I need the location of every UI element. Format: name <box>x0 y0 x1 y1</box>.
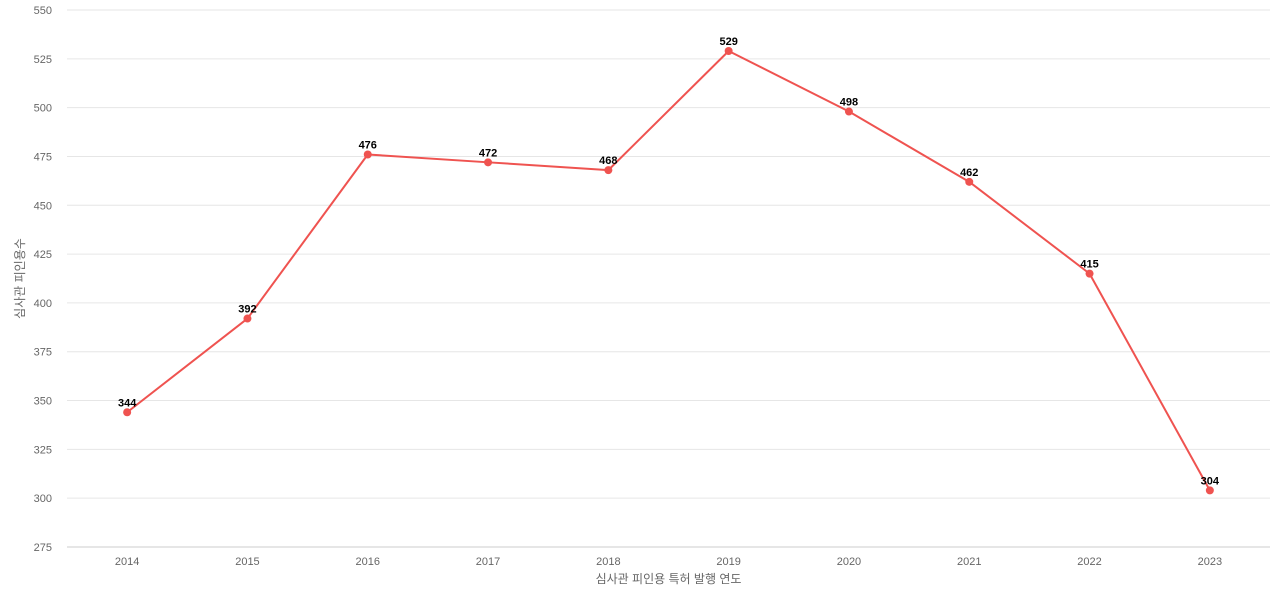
data-label: 476 <box>359 140 377 152</box>
y-tick-label: 400 <box>34 298 52 310</box>
data-label: 529 <box>719 36 737 48</box>
x-tick-label: 2019 <box>716 556 740 568</box>
data-point <box>965 177 974 186</box>
y-tick-label: 475 <box>34 151 52 163</box>
y-tick-label: 275 <box>34 542 52 554</box>
data-point <box>363 150 372 159</box>
series-layer <box>123 47 1214 495</box>
data-point <box>1085 269 1094 278</box>
data-label: 498 <box>840 97 858 109</box>
y-axis-title: 심사관 피인용수 <box>13 238 27 319</box>
y-tick-label: 500 <box>34 103 52 115</box>
x-axis-title: 심사관 피인용 특허 발행 연도 <box>596 571 742 586</box>
x-tick-label: 2016 <box>356 556 380 568</box>
x-tick-label: 2023 <box>1198 556 1222 568</box>
y-tick-label: 350 <box>34 396 52 408</box>
x-tick-label: 2018 <box>596 556 620 568</box>
data-label: 304 <box>1201 475 1220 487</box>
data-label: 344 <box>118 397 137 409</box>
x-tick-label: 2015 <box>235 556 259 568</box>
data-point <box>243 314 252 323</box>
data-point <box>604 166 613 175</box>
data-point <box>724 47 733 56</box>
x-tick-label: 2017 <box>476 556 500 568</box>
x-axis-ticks: 2014 2015 2016 2017 2018 2019 2020 2021 2022 2023 <box>115 556 1222 568</box>
grid-lines <box>67 9 1270 499</box>
data-label: 415 <box>1080 259 1098 271</box>
data-label: 472 <box>479 147 497 159</box>
x-tick-label: 2014 <box>115 556 139 568</box>
data-label: 392 <box>238 304 256 316</box>
y-tick-label: 300 <box>34 493 52 505</box>
data-labels: 344 392 476 472 468 529 498 462 415 304 <box>118 36 1220 487</box>
x-tick-label: 2022 <box>1077 556 1101 568</box>
y-axis-ticks: 275 300 325 350 375 400 425 450 475 500 525 550 <box>34 5 52 554</box>
data-label: 462 <box>960 167 978 179</box>
y-tick-label: 425 <box>34 249 52 261</box>
y-tick-label: 550 <box>34 5 52 17</box>
data-label: 468 <box>599 155 617 167</box>
y-tick-label: 325 <box>34 444 52 456</box>
data-point <box>123 408 132 417</box>
x-tick-label: 2021 <box>957 556 981 568</box>
y-tick-label: 525 <box>34 54 52 66</box>
data-point <box>484 158 493 167</box>
data-point <box>1205 486 1214 495</box>
y-tick-label: 375 <box>34 347 52 359</box>
data-point <box>844 107 853 116</box>
y-tick-label: 450 <box>34 200 52 212</box>
x-tick-label: 2020 <box>837 556 861 568</box>
series-line <box>126 50 1211 491</box>
